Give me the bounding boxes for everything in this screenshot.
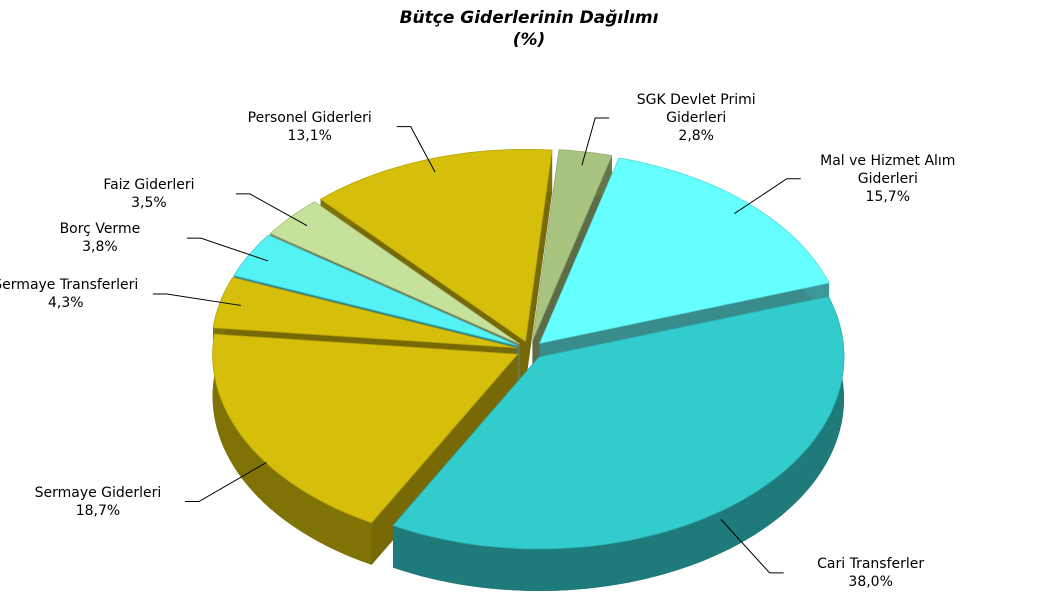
value-label: 38,0%	[848, 573, 893, 590]
value-label: 18,7%	[75, 502, 121, 519]
value-label: 3,5%	[131, 194, 167, 211]
category-label: Sermaye Transferleri	[0, 277, 139, 294]
slice	[212, 333, 519, 524]
slice-label: Mal ve Hizmet Alım Giderleri 15,7%	[803, 152, 973, 206]
category-label: Faiz Giderleri	[103, 176, 195, 193]
chart-title: Bütçe Giderlerinin Dağılımı	[399, 8, 659, 28]
category-label: Cari Transferler	[817, 555, 925, 572]
slice-label: Borç Verme 3,8%	[15, 220, 185, 256]
slice	[392, 296, 845, 550]
slice-side	[212, 334, 372, 565]
value-label: 13,1%	[287, 127, 332, 144]
leader-line	[720, 518, 784, 574]
slice-label: Sermaye Transferleri 4,3%	[0, 276, 151, 312]
value-label: 15,7%	[865, 188, 911, 205]
slice-label: Sermaye Giderleri 18,7%	[13, 484, 183, 520]
slice-face	[525, 150, 553, 384]
category-label: Borç Verme	[59, 221, 141, 238]
category-label: Sermaye Giderleri	[34, 484, 162, 501]
leader-line	[235, 193, 308, 227]
slice-side	[393, 296, 844, 591]
leader-line	[734, 178, 801, 215]
slice-label: Faiz Giderleri 3,5%	[64, 176, 234, 212]
leader-line	[152, 293, 241, 306]
category-label: Mal ve Hizmet Alım Giderleri	[820, 152, 956, 187]
category-label: Personel Giderleri	[247, 109, 372, 126]
leader-line	[186, 237, 269, 262]
value-label: 3,8%	[82, 239, 118, 256]
value-label: 2,8%	[678, 127, 714, 144]
leader-line	[581, 117, 610, 166]
slice-label: Cari Transferler 38,0%	[786, 555, 956, 591]
leader-line	[184, 462, 267, 503]
slice-label: Personel Giderleri 13,1%	[225, 109, 395, 145]
value-label: 4,3%	[48, 295, 84, 312]
leader-line	[396, 126, 436, 173]
chart-subtitle: (%)	[512, 30, 546, 50]
slice-label: SGK Devlet Primi Giderleri 2,8%	[611, 91, 781, 145]
category-label: SGK Devlet Primi Giderleri	[636, 91, 756, 126]
